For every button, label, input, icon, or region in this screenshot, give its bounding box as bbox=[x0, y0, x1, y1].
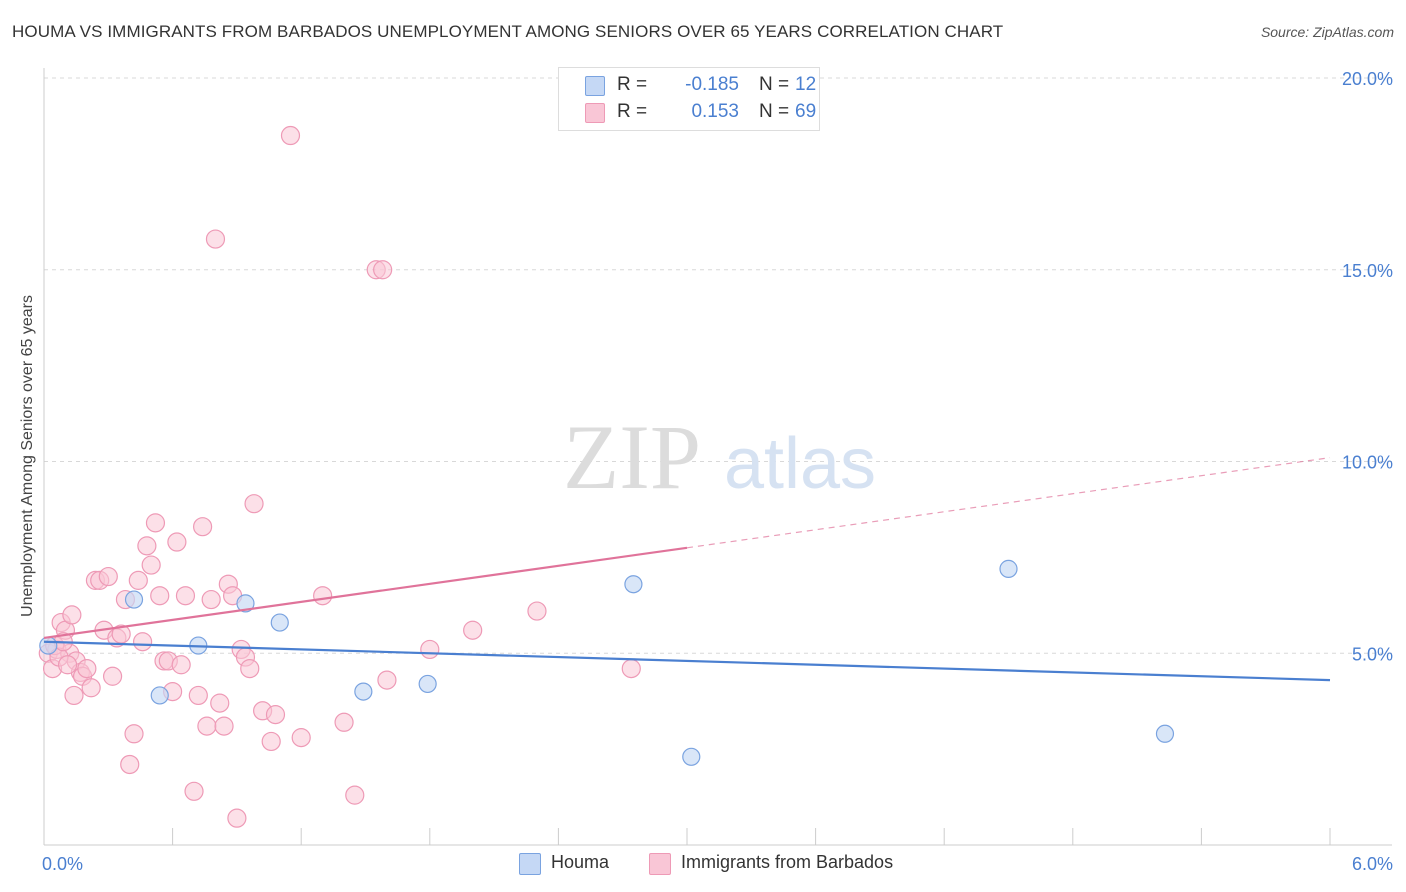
barbados-point bbox=[81, 678, 101, 698]
y-tick-label: 10.0% bbox=[1342, 453, 1393, 473]
barbados-point bbox=[175, 586, 196, 606]
legend-n-value: 69 bbox=[795, 101, 817, 122]
barbados-point bbox=[184, 781, 204, 801]
legend-n-label: N = bbox=[759, 101, 790, 122]
houma-point bbox=[354, 682, 373, 701]
legend-n-label: N = bbox=[759, 74, 790, 95]
houma-point bbox=[124, 590, 144, 609]
tick-labels: 5.0% 10.0% 15.0% 20.0% 0.0% 6.0% bbox=[42, 69, 1393, 874]
houma-point bbox=[682, 747, 701, 766]
y-tick-label: 15.0% bbox=[1342, 261, 1393, 281]
barbados-point bbox=[463, 620, 483, 640]
barbados-point bbox=[621, 658, 641, 679]
barbados-point bbox=[102, 666, 123, 686]
houma-point bbox=[624, 575, 643, 594]
watermark-atlas: atlas bbox=[724, 424, 876, 504]
barbados-point bbox=[377, 670, 397, 690]
houma-point bbox=[270, 613, 289, 632]
legend-swatch-barbados bbox=[585, 103, 605, 123]
barbados-point bbox=[141, 555, 161, 575]
legend-label-barbados: Immigrants from Barbados bbox=[681, 852, 894, 872]
legend-r-label: R = bbox=[617, 74, 648, 95]
barbados-point bbox=[132, 632, 153, 652]
barbados-point bbox=[527, 601, 547, 621]
barbados-point bbox=[62, 605, 82, 625]
barbados-point bbox=[214, 716, 234, 736]
barbados-point bbox=[137, 536, 157, 556]
barbados-point bbox=[197, 716, 217, 736]
series-immigrants-from-barbados bbox=[38, 125, 641, 828]
barbados-point bbox=[201, 589, 221, 610]
x-tick-label: 6.0% bbox=[1352, 854, 1393, 874]
series-legend: Houma Immigrants from Barbados bbox=[0, 852, 1406, 878]
trend-lines bbox=[43, 457, 1331, 682]
barbados-point bbox=[265, 705, 286, 725]
houma-point bbox=[418, 674, 437, 694]
barbados-point bbox=[420, 639, 440, 660]
houma-point bbox=[39, 636, 58, 655]
legend-r-label: R = bbox=[617, 101, 648, 122]
barbados-point bbox=[167, 532, 187, 552]
grid-lines bbox=[44, 77, 1392, 654]
houma-point bbox=[236, 594, 255, 613]
barbados-point bbox=[313, 586, 333, 606]
legend-swatch-houma bbox=[519, 853, 541, 875]
barbados-point bbox=[205, 229, 226, 249]
barbados-point bbox=[193, 517, 213, 537]
legend-label-houma: Houma bbox=[551, 852, 610, 872]
x-tick-label: 0.0% bbox=[42, 854, 83, 874]
barbados-point bbox=[128, 570, 148, 590]
barbados-point bbox=[120, 754, 140, 775]
source-credit: Source: ZipAtlas.com bbox=[1260, 24, 1394, 40]
y-tick-label: 20.0% bbox=[1342, 69, 1393, 89]
barbados-point bbox=[261, 731, 281, 752]
chart-title: HOUMA VS IMMIGRANTS FROM BARBADOS UNEMPL… bbox=[12, 22, 1004, 41]
legend-swatch-houma bbox=[585, 76, 605, 96]
barbados-point bbox=[210, 693, 230, 713]
watermark-zip: ZIP bbox=[563, 406, 701, 508]
barbados-point bbox=[373, 260, 393, 280]
barbados-point bbox=[188, 685, 208, 706]
barbados-point bbox=[98, 566, 118, 587]
houma-point bbox=[150, 686, 169, 705]
barbados-trend-extension bbox=[686, 457, 1331, 549]
houma-point bbox=[999, 559, 1018, 578]
y-axis-label: Unemployment Among Seniors over 65 years bbox=[19, 295, 36, 617]
legend-n-value: 12 bbox=[795, 74, 817, 95]
legend-swatch-barbados bbox=[649, 853, 671, 875]
barbados-point bbox=[145, 513, 166, 533]
y-tick-label: 5.0% bbox=[1352, 644, 1393, 664]
legend-r-value: -0.185 bbox=[685, 74, 739, 95]
houma-trend-line bbox=[43, 640, 1331, 682]
barbados-point bbox=[345, 785, 365, 805]
barbados-point bbox=[280, 125, 301, 146]
barbados-point bbox=[240, 658, 260, 679]
houma-point bbox=[1155, 724, 1175, 743]
barbados-point bbox=[244, 494, 264, 514]
barbados-point bbox=[150, 586, 170, 606]
barbados-point bbox=[334, 712, 354, 732]
barbados-point bbox=[227, 808, 247, 828]
correlation-legend: R = -0.185 N = 12 R = 0.153 N = 69 bbox=[558, 67, 820, 131]
barbados-point bbox=[124, 724, 144, 744]
barbados-point bbox=[64, 685, 84, 706]
barbados-trend-line bbox=[43, 546, 688, 639]
barbados-point bbox=[291, 728, 311, 748]
barbados-point bbox=[77, 658, 97, 679]
axes bbox=[43, 68, 1392, 846]
barbados-point bbox=[57, 655, 78, 675]
barbados-point bbox=[171, 655, 191, 675]
legend-r-value: 0.153 bbox=[691, 101, 739, 122]
